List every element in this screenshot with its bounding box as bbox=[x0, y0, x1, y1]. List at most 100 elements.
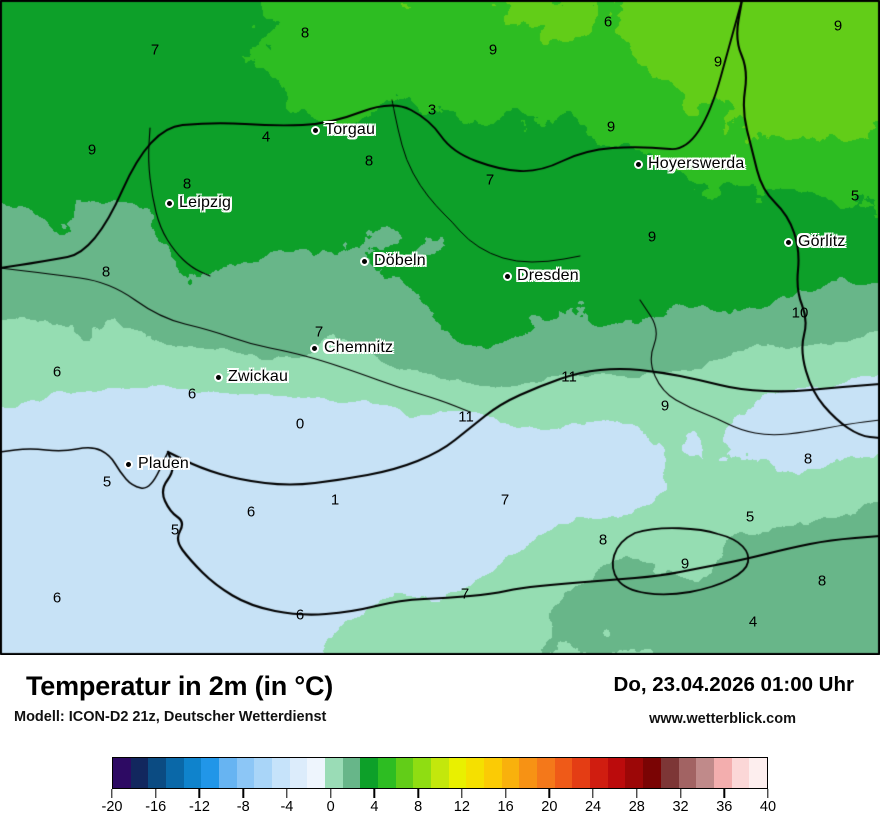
colorbar-swatch bbox=[696, 758, 714, 788]
map-footer: Temperatur in 2m (in °C) Modell: ICON-D2… bbox=[0, 655, 880, 830]
contour-value-label: 11 bbox=[561, 368, 577, 386]
colorbar-tick bbox=[767, 789, 769, 798]
contour-value-label: 11 bbox=[458, 408, 474, 426]
city-marker[interactable]: Torgau bbox=[311, 121, 375, 139]
colorbar-swatch bbox=[219, 758, 237, 788]
colorbar-swatch bbox=[130, 758, 149, 788]
colorbar-swatch bbox=[590, 758, 608, 788]
colorbar-swatch bbox=[678, 758, 697, 788]
city-marker[interactable]: Zwickau bbox=[214, 368, 288, 386]
colorbar-tick-label: 32 bbox=[672, 799, 689, 815]
colorbar-swatch bbox=[113, 758, 131, 788]
contour-value-label: 9 bbox=[488, 41, 498, 59]
contour-value-label: 6 bbox=[52, 363, 62, 381]
colorbar-swatch bbox=[537, 758, 555, 788]
map-labels-overlay: 6 9 8 7 9 9 3 4 9 9 8 8 7 5 9 8 10 7 6 11 6 11 9 0 5 8 1 7 5 6 5 8 9 8 6 7 6… bbox=[52, 13, 860, 630]
colorbar-tick bbox=[504, 789, 507, 798]
colorbar-swatch bbox=[325, 758, 343, 788]
colorbar-tick bbox=[111, 789, 113, 798]
colorbar-swatch bbox=[625, 758, 644, 788]
city-marker[interactable]: Hoyerswerda bbox=[634, 155, 744, 173]
city-name-label: Zwickau bbox=[228, 368, 289, 385]
colorbar-tick-label: -4 bbox=[280, 799, 294, 815]
contour-value-label: 7 bbox=[314, 323, 324, 341]
colorbar-swatch bbox=[519, 758, 538, 788]
temperature-map[interactable]: 6 9 8 7 9 9 3 4 9 9 8 8 7 5 9 8 10 7 6 11 6 11 9 0 5 8 1 7 5 6 5 8 9 8 6 7 6… bbox=[0, 0, 880, 655]
colorbar-ticks bbox=[111, 789, 769, 798]
contour-value-label: 0 bbox=[295, 415, 305, 433]
colorbar-tick-label: -8 bbox=[236, 799, 250, 815]
city-dot-icon bbox=[124, 459, 133, 469]
colorbar-tick-label: 0 bbox=[326, 799, 335, 815]
colorbar-tick bbox=[723, 789, 725, 798]
site-url-label: www.wetterblick.com bbox=[649, 711, 796, 727]
colorbar-tick-label: 16 bbox=[497, 799, 514, 815]
colorbar-swatch bbox=[289, 758, 308, 788]
colorbar-tick bbox=[373, 789, 376, 798]
colorbar-swatch bbox=[236, 758, 255, 788]
contour-value-label: 8 bbox=[598, 531, 608, 549]
contour-value-label: 5 bbox=[745, 508, 755, 526]
colorbar-swatch bbox=[501, 758, 520, 788]
contour-value-label: 8 bbox=[182, 175, 192, 193]
colorbar-swatch bbox=[272, 758, 290, 788]
colorbar-tick-label: -16 bbox=[145, 799, 167, 815]
contour-value-label: 6 bbox=[603, 13, 613, 31]
contour-value-label: 6 bbox=[187, 385, 197, 403]
colorbar-swatch bbox=[148, 758, 167, 788]
colorbar-swatch bbox=[201, 758, 220, 788]
contour-value-label: 10 bbox=[791, 304, 809, 322]
colorbar-swatch bbox=[183, 758, 202, 788]
city-dot-icon bbox=[165, 198, 174, 208]
colorbar-swatch bbox=[466, 758, 485, 788]
colorbar-tick-label: -20 bbox=[101, 799, 123, 815]
colorbar-tick bbox=[548, 789, 551, 798]
colorbar-swatch bbox=[431, 758, 449, 788]
contour-value-label: 3 bbox=[427, 101, 437, 119]
contour-value-label: 5 bbox=[170, 521, 180, 539]
colorbar-swatch bbox=[749, 758, 767, 788]
model-subtitle: Modell: ICON-D2 21z, Deutscher Wetterdie… bbox=[14, 709, 327, 725]
temperature-field-canvas bbox=[0, 0, 880, 655]
city-dot-icon bbox=[311, 125, 320, 135]
city-marker[interactable]: Leipzig bbox=[165, 194, 231, 212]
city-marker[interactable]: Görlitz bbox=[784, 233, 846, 251]
colorbar-tick bbox=[198, 789, 201, 798]
contour-value-label: 7 bbox=[485, 171, 495, 189]
colorbar-swatch bbox=[713, 758, 732, 788]
city-marker[interactable]: Chemnitz bbox=[310, 339, 393, 357]
contour-value-label: 7 bbox=[150, 41, 160, 59]
contour-value-label: 1 bbox=[330, 491, 340, 509]
contour-value-label: 4 bbox=[261, 128, 271, 146]
contour-value-label: 5 bbox=[850, 187, 860, 205]
colorbar-tick-label: 36 bbox=[716, 799, 733, 815]
colorbar-swatch bbox=[342, 758, 361, 788]
colorbar-swatch bbox=[643, 758, 661, 788]
city-name-label: Chemnitz bbox=[324, 339, 394, 356]
colorbar-swatch bbox=[572, 758, 591, 788]
colorbar-tick bbox=[155, 789, 157, 798]
contour-value-label: 8 bbox=[803, 450, 813, 468]
city-marker[interactable]: Plauen bbox=[124, 455, 189, 473]
contour-value-label: 6 bbox=[295, 606, 305, 624]
colorbar-swatch bbox=[166, 758, 184, 788]
contour-value-label: 8 bbox=[101, 263, 111, 281]
colorbar-tick bbox=[636, 789, 638, 798]
colorbar-tick bbox=[286, 789, 288, 798]
colorbar-swatch bbox=[360, 758, 379, 788]
colorbar-swatch bbox=[607, 758, 626, 788]
contour-value-label: 7 bbox=[500, 491, 510, 509]
colorbar-tick-label: 8 bbox=[414, 799, 423, 815]
city-name-label: Plauen bbox=[138, 455, 190, 472]
city-marker[interactable]: Dresden bbox=[503, 267, 579, 285]
colorbar-tick-label: 12 bbox=[453, 799, 470, 815]
contour-value-label: 5 bbox=[102, 473, 112, 491]
city-dot-icon bbox=[310, 343, 319, 353]
city-marker[interactable]: Döbeln bbox=[360, 252, 426, 270]
colorbar-swatch bbox=[395, 758, 414, 788]
colorbar-tick bbox=[242, 789, 244, 798]
colorbar-tick-label: 28 bbox=[628, 799, 645, 815]
contour-value-label: 9 bbox=[833, 17, 843, 35]
city-name-label: Torgau bbox=[325, 121, 376, 138]
